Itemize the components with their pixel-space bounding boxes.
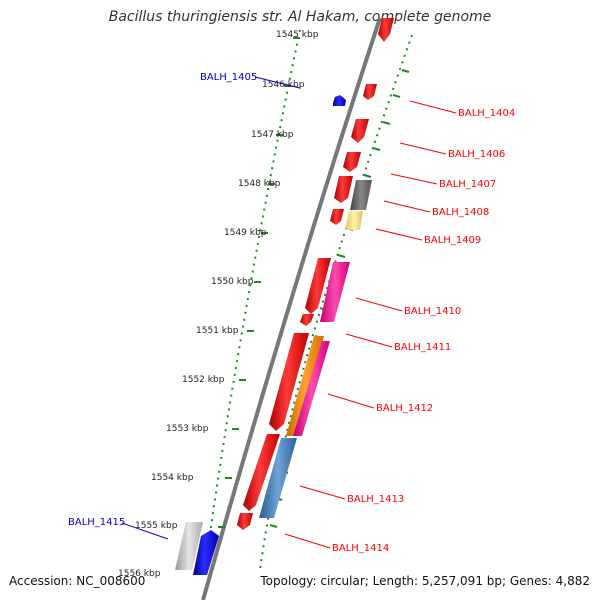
kbp-label: 1554 kbp	[151, 473, 194, 483]
reverse-strand-genes	[193, 95, 346, 575]
gene-arrow[interactable]	[243, 434, 280, 511]
category-box-orange	[286, 336, 324, 436]
category-box-yellow	[345, 211, 363, 230]
gene-arrow[interactable]	[330, 209, 344, 225]
genome-title: Bacillus thuringiensis str. Al Hakam, co…	[108, 9, 492, 25]
kbp-label: 1547 kbp	[251, 130, 294, 140]
kbp-label: 1550 kbp	[211, 277, 254, 287]
gene-arrow[interactable]	[363, 84, 377, 100]
gene-arrow[interactable]	[334, 176, 353, 203]
gene-arrow[interactable]	[305, 258, 331, 314]
gene-arrow[interactable]	[351, 119, 369, 143]
forward-strand-genes	[237, 18, 394, 530]
gene-label[interactable]: BALH_1404	[458, 108, 515, 119]
category-box-gray	[350, 180, 372, 210]
gene-label[interactable]: BALH_1413	[347, 494, 404, 505]
category-box-blue	[259, 438, 297, 518]
forward-gene-label-texts: BALH_1404 BALH_1406 BALH_1407 BALH_1408 …	[332, 108, 515, 554]
gene-arrow[interactable]	[193, 530, 219, 575]
category-box-pink	[293, 341, 330, 436]
kbp-label: 1556 kbp	[118, 569, 161, 579]
genome-backbone	[201, 17, 382, 600]
gene-arrow[interactable]	[343, 152, 361, 172]
gene-arrow[interactable]	[300, 314, 314, 326]
gene-label[interactable]: BALH_1411	[394, 342, 451, 353]
gene-label[interactable]: BALH_1405	[200, 72, 257, 83]
gene-label[interactable]: BALH_1412	[376, 403, 433, 414]
gene-label[interactable]: BALH_1414	[332, 543, 389, 554]
kbp-label: 1555 kbp	[135, 521, 178, 531]
category-box-light	[175, 522, 203, 570]
gene-arrow[interactable]	[378, 18, 394, 42]
gene-label[interactable]: BALH_1406	[448, 149, 505, 160]
gene-label[interactable]: BALH_1408	[432, 207, 489, 218]
gene-label[interactable]: BALH_1407	[439, 179, 496, 190]
category-track	[175, 180, 372, 570]
kbp-label: 1549 kbp	[224, 228, 267, 238]
accession-text: Accession: NC_008600	[9, 574, 146, 588]
kbp-label: 1546 kbp	[262, 80, 305, 90]
kbp-label: 1548 kbp	[238, 179, 281, 189]
kbp-label: 1552 kbp	[182, 375, 225, 385]
reverse-gene-label-texts: BALH_1405 BALH_1415	[68, 72, 257, 528]
genome-summary-text: Topology: circular; Length: 5,257,091 bp…	[260, 574, 590, 588]
kbp-label: 1551 kbp	[196, 326, 239, 336]
gene-label[interactable]: BALH_1410	[404, 306, 461, 317]
forward-gene-labels	[284, 100, 457, 549]
gene-label[interactable]: BALH_1409	[424, 235, 481, 246]
gene-arrow[interactable]	[269, 333, 309, 431]
category-box-pink	[320, 262, 350, 322]
kbp-label: 1553 kbp	[166, 424, 209, 434]
gene-label[interactable]: BALH_1415	[68, 517, 125, 528]
gene-arrow[interactable]	[333, 95, 346, 106]
gene-arrow[interactable]	[237, 513, 253, 530]
kbp-labels: 1545 kbp 1546 kbp 1547 kbp 1548 kbp 1549…	[118, 30, 319, 579]
reverse-gene-labels	[121, 76, 301, 540]
kbp-label: 1545 kbp	[276, 30, 319, 40]
